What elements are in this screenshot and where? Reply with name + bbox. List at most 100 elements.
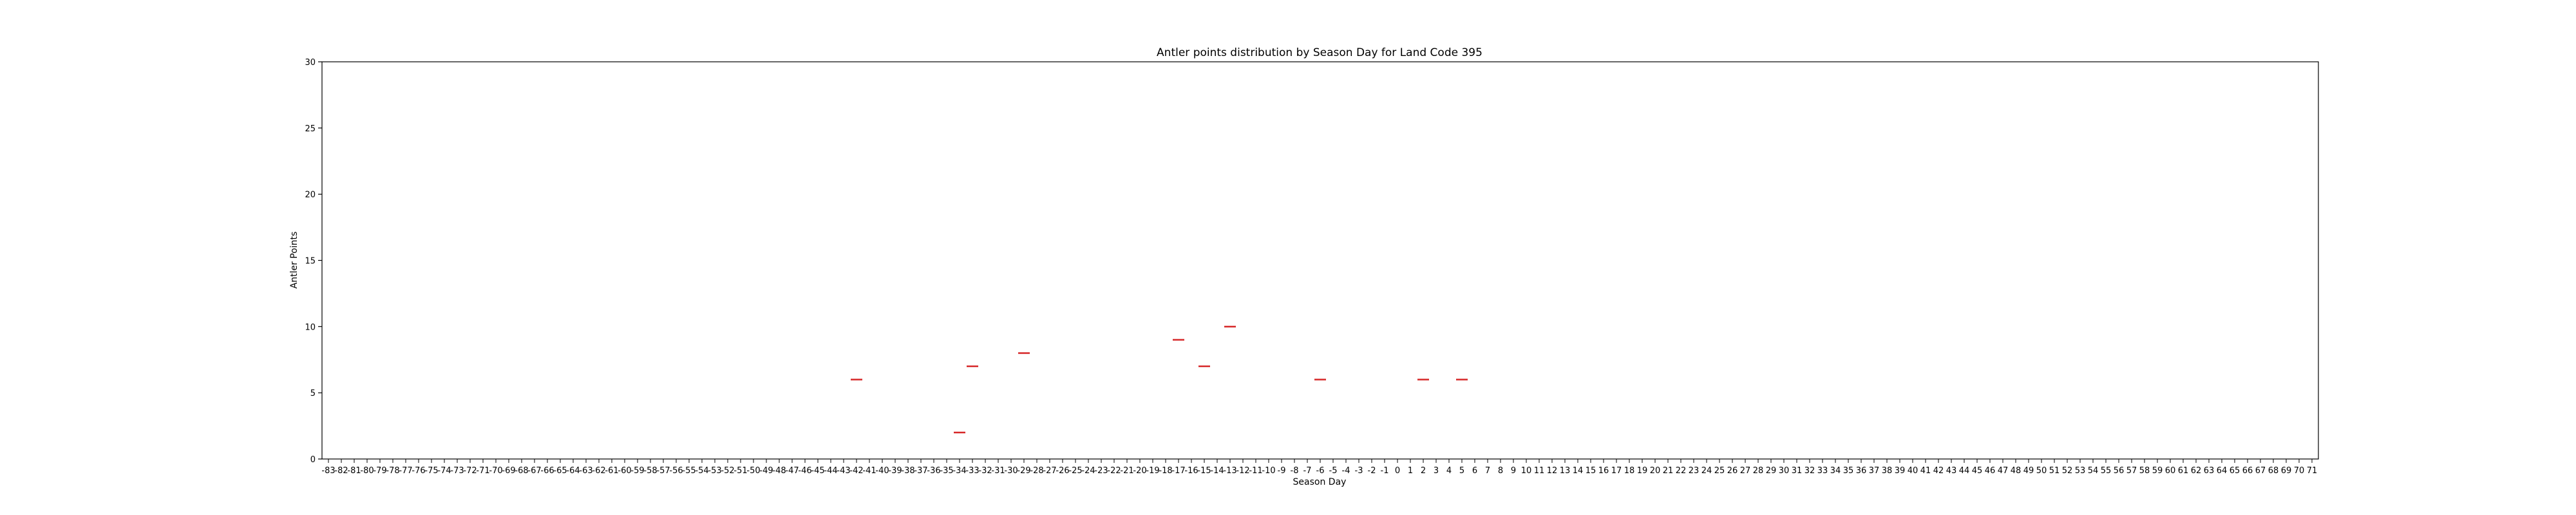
x-tick-label: 46 (1985, 466, 1996, 476)
x-tick-label: -2 (1368, 466, 1376, 476)
x-tick-label: 29 (1766, 466, 1777, 476)
x-tick-label: 36 (1856, 466, 1867, 476)
x-tick-label: -78 (386, 466, 399, 476)
x-tick-label: 47 (1998, 466, 2009, 476)
x-tick-label: -29 (1017, 466, 1030, 476)
x-tick-label: -17 (1171, 466, 1185, 476)
x-tick-label: 32 (1804, 466, 1815, 476)
y-tick-label: 30 (305, 58, 316, 68)
x-tick-label: 49 (2023, 466, 2034, 476)
chart-title: Antler points distribution by Season Day… (1157, 46, 1482, 59)
x-tick-label: 48 (2011, 466, 2022, 476)
x-tick-label: -19 (1146, 466, 1159, 476)
x-tick-label: 38 (1882, 466, 1893, 476)
x-tick-label: 62 (2191, 466, 2202, 476)
x-tick-label: -8 (1291, 466, 1299, 476)
x-tick-label: -23 (1094, 466, 1108, 476)
x-tick-label: 66 (2242, 466, 2253, 476)
x-tick-label: -26 (1056, 466, 1069, 476)
y-tick-label: 20 (305, 191, 316, 200)
x-tick-label: -9 (1278, 466, 1286, 476)
x-tick-label: 35 (1843, 466, 1854, 476)
x-tick-label: 42 (1933, 466, 1944, 476)
x-tick-label: -4 (1342, 466, 1350, 476)
x-tick-label: -46 (798, 466, 811, 476)
x-tick-label: 16 (1598, 466, 1609, 476)
x-tick-label: -81 (347, 466, 361, 476)
x-tick-label: -32 (978, 466, 992, 476)
x-tick-label: -65 (553, 466, 567, 476)
x-tick-label: -54 (695, 466, 708, 476)
x-axis-label: Season Day (1293, 477, 1347, 487)
x-tick-label: -71 (476, 466, 489, 476)
x-tick-label: -58 (643, 466, 657, 476)
x-tick-label: -48 (772, 466, 786, 476)
x-tick-label: -12 (1236, 466, 1249, 476)
x-tick-label: -28 (1030, 466, 1043, 476)
x-tick-label: 0 (1395, 466, 1400, 476)
x-tick-label: -57 (656, 466, 670, 476)
x-tick-label: -52 (721, 466, 734, 476)
x-tick-label: -1 (1381, 466, 1389, 476)
x-tick-label: 51 (2049, 466, 2060, 476)
x-tick-label: -25 (1068, 466, 1082, 476)
plot-frame (321, 61, 2319, 460)
x-tick-label: -49 (759, 466, 773, 476)
x-tick-label: 40 (1908, 466, 1918, 476)
x-tick-label: -16 (1184, 466, 1198, 476)
x-tick-label: -60 (618, 466, 631, 476)
x-tick-label: 64 (2217, 466, 2228, 476)
y-tick-label: 25 (305, 124, 316, 134)
x-tick-label: 3 (1434, 466, 1439, 476)
x-tick-label: 25 (1714, 466, 1725, 476)
x-tick-label: -43 (837, 466, 850, 476)
x-tick-label: -14 (1210, 466, 1224, 476)
x-tick-label: -82 (334, 466, 348, 476)
x-tick-label: 56 (2114, 466, 2125, 476)
x-tick-label: -15 (1197, 466, 1211, 476)
x-tick-label: 22 (1676, 466, 1687, 476)
x-tick-label: 31 (1792, 466, 1803, 476)
x-tick-label: -11 (1249, 466, 1262, 476)
x-tick-label: -77 (399, 466, 412, 476)
y-tick-label: 10 (305, 323, 316, 332)
x-tick-label: 34 (1830, 466, 1841, 476)
x-tick-label: -72 (463, 466, 477, 476)
x-tick-label: 18 (1624, 466, 1635, 476)
x-tick-label: 54 (2088, 466, 2099, 476)
x-tick-label: 1 (1408, 466, 1413, 476)
x-tick-label: 14 (1573, 466, 1584, 476)
x-tick-label: 33 (1817, 466, 1828, 476)
x-tick-label: 67 (2255, 466, 2266, 476)
x-tick-label: -47 (785, 466, 799, 476)
x-tick-label: -41 (862, 466, 876, 476)
x-tick-label: 60 (2165, 466, 2176, 476)
x-tick-label: -83 (321, 466, 335, 476)
x-tick-label: 45 (1972, 466, 1983, 476)
x-tick-label: 59 (2152, 466, 2163, 476)
x-tick-label: -59 (630, 466, 644, 476)
x-tick-label: 41 (1920, 466, 1931, 476)
x-tick-label: -63 (579, 466, 592, 476)
x-tick-label: -50 (746, 466, 760, 476)
x-tick-label: -38 (901, 466, 914, 476)
x-tick-label: 69 (2281, 466, 2292, 476)
x-tick-label: -79 (373, 466, 386, 476)
x-tick-label: -67 (527, 466, 541, 476)
y-tick-label: 0 (310, 455, 316, 465)
x-tick-label: -61 (605, 466, 618, 476)
x-tick-label: 17 (1611, 466, 1622, 476)
y-axis-label: Antler Points (289, 232, 299, 289)
x-tick-label: 10 (1521, 466, 1532, 476)
x-tick-label: -51 (734, 466, 747, 476)
x-tick-label: 12 (1547, 466, 1558, 476)
x-tick-label: 7 (1485, 466, 1490, 476)
x-tick-label: 19 (1637, 466, 1648, 476)
x-tick-label: -76 (412, 466, 425, 476)
x-tick-label: -33 (965, 466, 979, 476)
x-tick-label: 53 (2075, 466, 2086, 476)
x-tick-label: -21 (1120, 466, 1133, 476)
x-tick-label: -62 (592, 466, 605, 476)
x-tick-label: -30 (1004, 466, 1018, 476)
x-tick-label: 37 (1869, 466, 1880, 476)
